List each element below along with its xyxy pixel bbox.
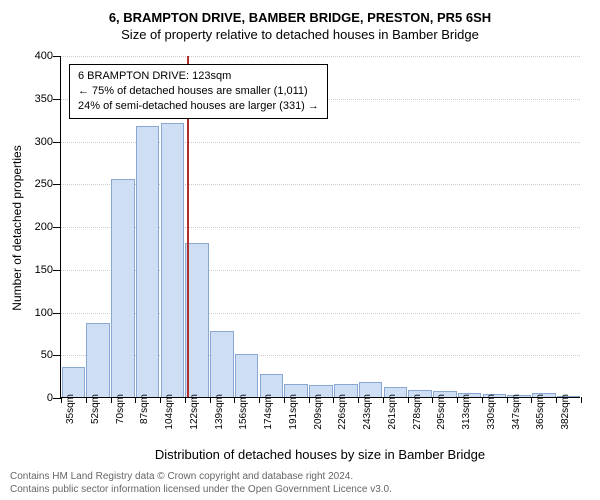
x-tick: [284, 397, 285, 403]
y-tick: [53, 270, 61, 271]
y-tick-label: 200: [13, 221, 53, 233]
x-tick-label: 278sqm: [412, 394, 423, 430]
x-tick-label: 243sqm: [362, 394, 373, 430]
y-tick: [53, 99, 61, 100]
x-tick: [432, 397, 433, 403]
x-tick: [333, 397, 334, 403]
x-tick-label: 191sqm: [288, 394, 299, 430]
x-tick: [86, 397, 87, 403]
x-tick: [383, 397, 384, 403]
histogram-plot-area: 05010015020025030035040035sqm52sqm70sqm8…: [60, 56, 580, 398]
histogram-bar: [86, 323, 110, 397]
x-tick-label: 104sqm: [164, 394, 175, 430]
x-tick-label: 313sqm: [461, 394, 472, 430]
x-tick-label: 382sqm: [560, 394, 571, 430]
histogram-bar: [111, 179, 135, 397]
y-tick-label: 250: [13, 178, 53, 190]
y-tick-label: 0: [13, 392, 53, 404]
x-tick: [482, 397, 483, 403]
chart-title-sub: Size of property relative to detached ho…: [0, 25, 600, 42]
x-tick-label: 174sqm: [263, 394, 274, 430]
histogram-bar: [136, 126, 160, 397]
x-tick: [259, 397, 260, 403]
x-tick-label: 226sqm: [337, 394, 348, 430]
x-tick-label: 330sqm: [486, 394, 497, 430]
y-tick-label: 100: [13, 307, 53, 319]
x-tick: [210, 397, 211, 403]
y-tick-label: 50: [13, 349, 53, 361]
x-tick: [507, 397, 508, 403]
y-tick: [53, 56, 61, 57]
x-tick: [160, 397, 161, 403]
x-tick-label: 261sqm: [387, 394, 398, 430]
x-tick-label: 209sqm: [313, 394, 324, 430]
x-tick-label: 122sqm: [189, 394, 200, 430]
x-tick-label: 365sqm: [535, 394, 546, 430]
y-tick-label: 150: [13, 264, 53, 276]
y-tick: [53, 184, 61, 185]
annotation-line: ← 75% of detached houses are smaller (1,…: [78, 84, 319, 99]
annotation-line: 24% of semi-detached houses are larger (…: [78, 99, 319, 114]
annotation-box: 6 BRAMPTON DRIVE: 123sqm← 75% of detache…: [69, 64, 328, 119]
y-tick: [53, 398, 61, 399]
x-tick: [61, 397, 62, 403]
x-tick: [556, 397, 557, 403]
y-tick: [53, 313, 61, 314]
footer-attribution: Contains HM Land Registry data © Crown c…: [10, 470, 392, 496]
x-tick: [185, 397, 186, 403]
histogram-bar: [62, 367, 86, 397]
y-tick-label: 300: [13, 136, 53, 148]
footer-line-2: Contains public sector information licen…: [10, 483, 392, 496]
chart-title-main: 6, BRAMPTON DRIVE, BAMBER BRIDGE, PRESTO…: [0, 0, 600, 25]
x-tick-label: 156sqm: [238, 394, 249, 430]
x-tick: [581, 397, 582, 403]
x-tick: [135, 397, 136, 403]
x-tick-label: 52sqm: [90, 394, 101, 424]
x-tick-label: 70sqm: [115, 394, 126, 424]
y-tick: [53, 355, 61, 356]
y-tick: [53, 227, 61, 228]
x-axis-title: Distribution of detached houses by size …: [60, 447, 580, 462]
histogram-bar: [161, 123, 185, 397]
x-tick-label: 347sqm: [511, 394, 522, 430]
x-tick: [531, 397, 532, 403]
x-tick-label: 295sqm: [436, 394, 447, 430]
x-tick: [457, 397, 458, 403]
y-tick-label: 350: [13, 93, 53, 105]
x-tick-label: 35sqm: [65, 394, 76, 424]
y-tick: [53, 142, 61, 143]
x-tick: [234, 397, 235, 403]
x-tick: [309, 397, 310, 403]
gridline: [61, 56, 580, 57]
histogram-bar: [185, 243, 209, 397]
x-tick: [358, 397, 359, 403]
x-tick-label: 87sqm: [139, 394, 150, 424]
y-tick-label: 400: [13, 50, 53, 62]
annotation-line: 6 BRAMPTON DRIVE: 123sqm: [78, 69, 319, 84]
histogram-bar: [235, 354, 259, 397]
x-tick-label: 139sqm: [214, 394, 225, 430]
x-tick: [111, 397, 112, 403]
footer-line-1: Contains HM Land Registry data © Crown c…: [10, 470, 392, 483]
histogram-bar: [210, 331, 234, 397]
x-tick: [408, 397, 409, 403]
